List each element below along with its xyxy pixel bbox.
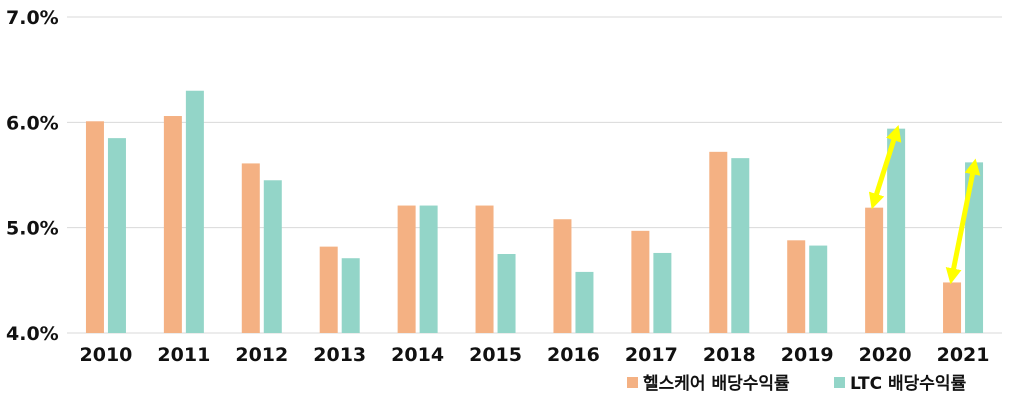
x-tick-label: 2019	[781, 344, 834, 366]
y-axis: 4.0% 5.0% 6.0% 7.0%	[6, 7, 59, 345]
bar-healthcare-2010	[85, 121, 104, 333]
bar-healthcare-2021	[943, 282, 962, 333]
x-tick-label: 2010	[80, 344, 133, 366]
x-tick-label: 2020	[859, 344, 912, 366]
y-tick-label: 7.0%	[6, 7, 59, 29]
legend-swatch-healthcare	[627, 377, 638, 388]
double-arrow-2021	[945, 158, 981, 285]
bar-ltc-2019	[809, 245, 828, 333]
bars	[85, 90, 984, 333]
bar-healthcare-2016	[553, 219, 572, 333]
y-tick-label: 6.0%	[6, 112, 59, 134]
legend: 헬스케어 배당수익률 LTC 배당수익률	[627, 374, 967, 394]
x-tick-label: 2013	[313, 344, 366, 366]
bar-healthcare-2018	[709, 151, 728, 333]
x-axis: 2010 2011 2012 2013 2014 2015 2016 2017 2018 2019…	[80, 344, 990, 366]
legend-label-healthcare: 헬스케어 배당수익률	[643, 374, 790, 394]
x-tick-label: 2014	[391, 344, 444, 366]
bar-ltc-2010	[107, 138, 126, 333]
y-tick-label: 5.0%	[6, 218, 59, 240]
x-tick-label: 2021	[937, 344, 990, 366]
x-tick-label: 2016	[547, 344, 600, 366]
x-tick-label: 2017	[625, 344, 678, 366]
bar-healthcare-2015	[475, 205, 494, 333]
grid-lines	[67, 16, 1002, 334]
bar-ltc-2014	[419, 205, 438, 333]
bar-ltc-2015	[497, 254, 516, 333]
x-tick-label: 2015	[469, 344, 522, 366]
bar-healthcare-2020	[865, 207, 884, 333]
bar-healthcare-2012	[241, 163, 260, 333]
double-arrow-2020	[868, 125, 902, 210]
bar-healthcare-2013	[319, 246, 338, 333]
annotations	[868, 125, 981, 285]
y-tick-label: 4.0%	[6, 323, 59, 345]
bar-ltc-2018	[731, 158, 750, 333]
x-tick-label: 2011	[157, 344, 210, 366]
bar-healthcare-2019	[787, 240, 806, 333]
bar-ltc-2012	[263, 180, 282, 333]
x-tick-label: 2018	[703, 344, 756, 366]
bar-ltc-2016	[575, 271, 594, 333]
legend-swatch-ltc	[834, 377, 845, 388]
bar-healthcare-2014	[397, 205, 416, 333]
x-tick-label: 2012	[235, 344, 288, 366]
legend-label-ltc: LTC 배당수익률	[850, 374, 967, 394]
bar-ltc-2013	[341, 258, 360, 333]
bar-healthcare-2011	[163, 116, 182, 333]
bar-ltc-2011	[185, 90, 204, 333]
bar-ltc-2017	[653, 252, 672, 333]
bar-healthcare-2017	[631, 230, 650, 333]
